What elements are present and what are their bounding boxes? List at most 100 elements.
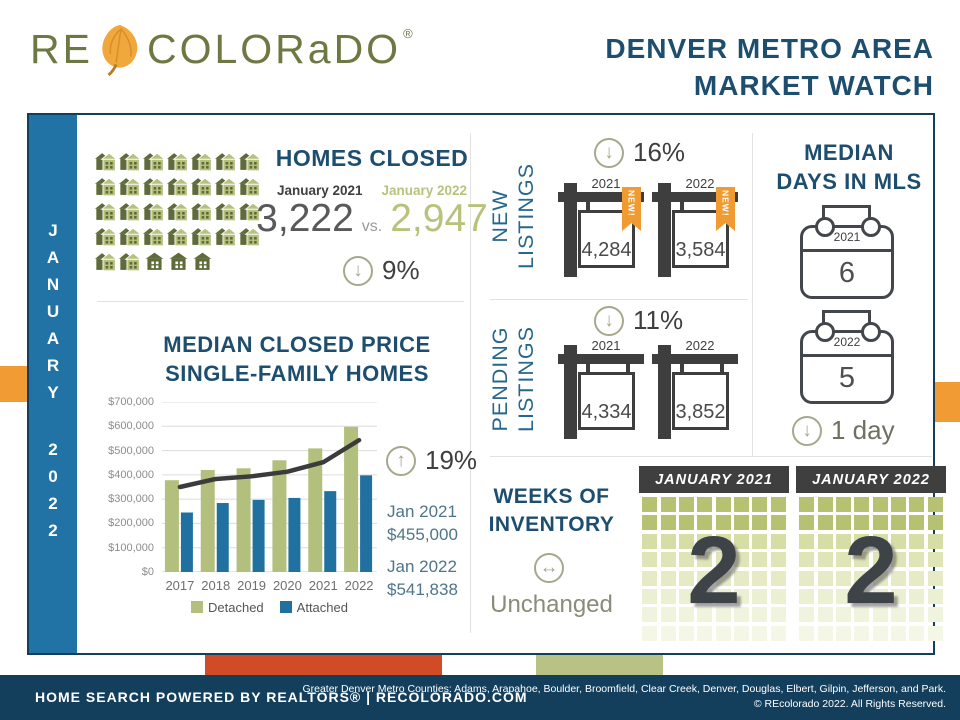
calendar-day-cell — [678, 625, 694, 641]
pending-listings-sign-2022: 2022 3,852 — [650, 338, 740, 440]
calendar-day-cell — [854, 607, 870, 623]
y-axis-label: $600,000 — [108, 420, 154, 433]
house-pair-icon — [95, 152, 118, 172]
homes-closed-value-2021: 3,222 — [256, 197, 354, 240]
median-price-title-line1: MEDIAN CLOSED PRICE — [163, 332, 431, 357]
price-chart: Detached Attached $700,000 $600,000 $500,00… — [94, 396, 454, 623]
pending-listings-change-value: 11% — [633, 305, 684, 335]
footer-copyright: © REcolorado 2022. All Rights Reserved. — [753, 697, 946, 710]
calendar-day-cell — [854, 588, 870, 604]
calendar-day-cell — [697, 515, 713, 531]
unchanged-arrow-icon: ↔ — [534, 553, 564, 583]
calendar-day-cell — [752, 552, 768, 568]
calendar-day-cell — [835, 497, 851, 512]
median-days-change-value: 1 day — [831, 415, 895, 445]
new-listings-sign-2022: 2022 3,584 NEW! — [650, 176, 740, 278]
calendar-day-cell — [678, 552, 694, 568]
calendar-ring-icon — [815, 322, 835, 342]
median-price-jan2022: Jan 2022 $541,838 — [387, 555, 497, 601]
house-pair-icon — [191, 152, 214, 172]
y-axis-label: $100,000 — [108, 541, 154, 554]
legend-item: Detached — [191, 600, 264, 615]
inventory-calendar-2022: JANUARY 2022 2 — [796, 466, 946, 648]
calendar-day-cell — [734, 607, 750, 623]
calendar-day-cell — [752, 607, 768, 623]
house-pair-icon — [167, 177, 190, 197]
calendar-day-cell — [715, 497, 731, 512]
y-axis-label: $300,000 — [108, 493, 154, 506]
calendar-day-cell — [734, 515, 750, 531]
page-title-line1: DENVER METRO AREA — [605, 33, 934, 64]
median-price-jan2021: Jan 2021 $455,000 — [387, 500, 497, 546]
calendar-ring-icon — [861, 217, 881, 237]
calendar-header: JANUARY 2022 — [796, 466, 946, 493]
calendar-day-cell — [660, 588, 676, 604]
calendar-day-cell — [678, 607, 694, 623]
house-pair-icon — [119, 202, 142, 222]
homes-closed-year-labels: January 2021 January 2022 — [277, 183, 467, 198]
calendar-day-cell — [734, 533, 750, 549]
x-axis-label: 2018 — [201, 578, 231, 593]
calendar-day-cell — [734, 497, 750, 512]
calendar-day-cell — [909, 533, 925, 549]
house-icon — [169, 252, 188, 270]
calendar-day-cell — [927, 533, 943, 549]
x-axis-label: 2021 — [308, 578, 338, 593]
bottom-accent-red — [205, 655, 442, 675]
calendar-day-cell — [715, 533, 731, 549]
calendar-day-cell — [854, 625, 870, 641]
divider-new-pending — [490, 299, 748, 300]
jan2022-label: Jan 2022 — [387, 557, 457, 576]
homes-closed-change-value: 9% — [382, 255, 420, 285]
up-arrow-icon: ↑ — [386, 445, 416, 476]
calendar-day-cell — [872, 552, 888, 568]
sign-board: 4,284 — [578, 210, 635, 268]
recolorado-logo: RE COLORaDO ® — [30, 22, 413, 76]
calendar-day-cell — [927, 552, 943, 568]
logo-registered-mark: ® — [403, 25, 413, 41]
calendar-day-cell — [642, 497, 658, 512]
jan2022-value: $541,838 — [387, 580, 458, 599]
homes-closed-label-2021: January 2021 — [277, 183, 363, 198]
pending-listings-sign-2021: 2021 4,334 — [556, 338, 646, 440]
calendar-day-cell — [872, 533, 888, 549]
y-axis-label: $700,000 — [108, 396, 154, 408]
sign-year: 2022 — [685, 338, 715, 353]
sign-crossbar — [652, 192, 738, 202]
median-price-title: MEDIAN CLOSED PRICE SINGLE-FAMILY HOMES — [122, 330, 472, 388]
y-axis-label: $500,000 — [108, 444, 154, 457]
new-listings-value-2022: 3,584 — [675, 239, 726, 261]
calendar-day-cell — [927, 625, 943, 641]
footer-bar: HOME SEARCH POWERED BY REALTORS® | RECOL… — [0, 675, 960, 720]
house-pair-icon — [143, 227, 166, 247]
pending-listings-label-line1: PENDING — [488, 326, 512, 432]
sign-board: 4,334 — [578, 372, 635, 430]
y-axis-label: $0 — [141, 566, 154, 578]
new-listings-change: ↓ 16% — [594, 137, 685, 168]
calendar-day-cell — [817, 588, 833, 604]
calendar-day-cell — [909, 607, 925, 623]
house-pair-icon — [95, 177, 118, 197]
price-chart-plot — [162, 401, 377, 575]
calendar-body — [800, 225, 894, 299]
calendar-day-cell — [678, 570, 694, 586]
page-title: DENVER METRO AREA MARKET WATCH — [605, 30, 934, 104]
page-title-line2: MARKET WATCH — [693, 70, 934, 101]
calendar-header: JANUARY 2021 — [639, 466, 789, 493]
median-price-title-line2: SINGLE-FAMILY HOMES — [165, 361, 429, 386]
calendar-day-cell — [752, 588, 768, 604]
legend-swatch — [191, 601, 203, 613]
calendar-day-cell — [678, 588, 694, 604]
calendar-day-cell — [872, 607, 888, 623]
logo-text-re: RE — [30, 25, 93, 72]
median-days-title-line2: DAYS IN MLS — [776, 169, 922, 194]
calendar-day-cell — [817, 607, 833, 623]
homes-closed-house-icons — [95, 151, 267, 276]
calendar-day-cell — [799, 625, 815, 641]
weeks-inventory-status: Unchanged — [490, 591, 613, 618]
